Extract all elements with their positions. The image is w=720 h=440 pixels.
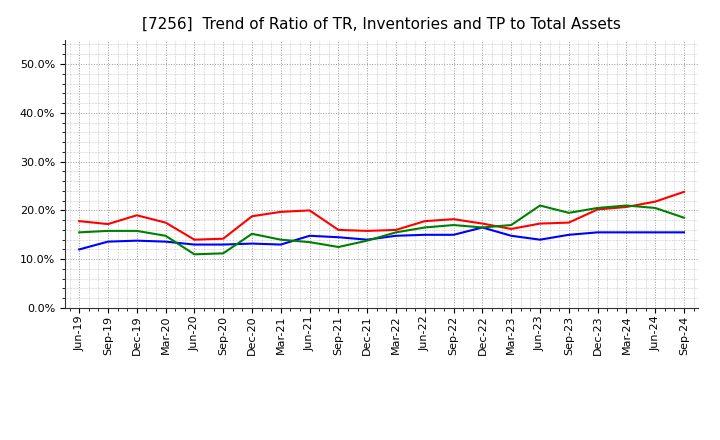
Trade Payables [334,244,343,249]
Inventories [104,239,112,244]
Trade Receivables [248,213,256,219]
Inventories [507,233,516,238]
Inventories [564,232,573,238]
Trade Receivables [305,208,314,213]
Inventories [334,235,343,240]
Trade Receivables [334,227,343,233]
Trade Payables [564,210,573,216]
Trade Receivables [219,236,228,242]
Inventories [420,232,429,238]
Trade Receivables [478,221,487,226]
Trade Receivables [161,220,170,225]
Trade Receivables [449,216,458,222]
Trade Receivables [420,219,429,224]
Trade Receivables [536,221,544,226]
Line: Trade Receivables: Trade Receivables [79,192,684,240]
Title: [7256]  Trend of Ratio of TR, Inventories and TP to Total Assets: [7256] Trend of Ratio of TR, Inventories… [142,16,621,32]
Inventories [680,230,688,235]
Inventories [132,238,141,243]
Trade Receivables [564,220,573,225]
Trade Payables [132,228,141,234]
Trade Receivables [276,209,285,215]
Inventories [392,233,400,238]
Trade Payables [104,228,112,234]
Trade Receivables [507,226,516,231]
Trade Payables [190,252,199,257]
Inventories [248,241,256,246]
Trade Receivables [75,219,84,224]
Trade Receivables [190,237,199,242]
Inventories [536,237,544,242]
Trade Payables [593,205,602,211]
Trade Payables [363,238,372,243]
Trade Receivables [680,189,688,194]
Line: Trade Payables: Trade Payables [79,205,684,254]
Inventories [651,230,660,235]
Trade Payables [651,205,660,211]
Trade Payables [536,203,544,208]
Trade Payables [276,237,285,242]
Trade Payables [248,231,256,236]
Inventories [75,247,84,252]
Trade Receivables [392,227,400,233]
Trade Payables [420,225,429,230]
Trade Receivables [363,228,372,234]
Inventories [622,230,631,235]
Trade Receivables [651,199,660,204]
Inventories [478,225,487,230]
Trade Receivables [132,213,141,218]
Inventories [276,242,285,247]
Trade Payables [449,222,458,227]
Inventories [363,237,372,242]
Line: Inventories: Inventories [79,227,684,249]
Trade Payables [392,230,400,235]
Trade Payables [305,239,314,245]
Inventories [593,230,602,235]
Inventories [161,239,170,244]
Trade Payables [478,225,487,230]
Trade Receivables [104,221,112,227]
Inventories [305,233,314,238]
Trade Receivables [622,204,631,209]
Trade Payables [507,222,516,227]
Trade Receivables [593,207,602,212]
Trade Payables [75,230,84,235]
Trade Payables [219,251,228,256]
Inventories [190,242,199,247]
Inventories [219,242,228,247]
Inventories [449,232,458,238]
Trade Payables [161,233,170,238]
Trade Payables [622,203,631,208]
Trade Payables [680,215,688,220]
